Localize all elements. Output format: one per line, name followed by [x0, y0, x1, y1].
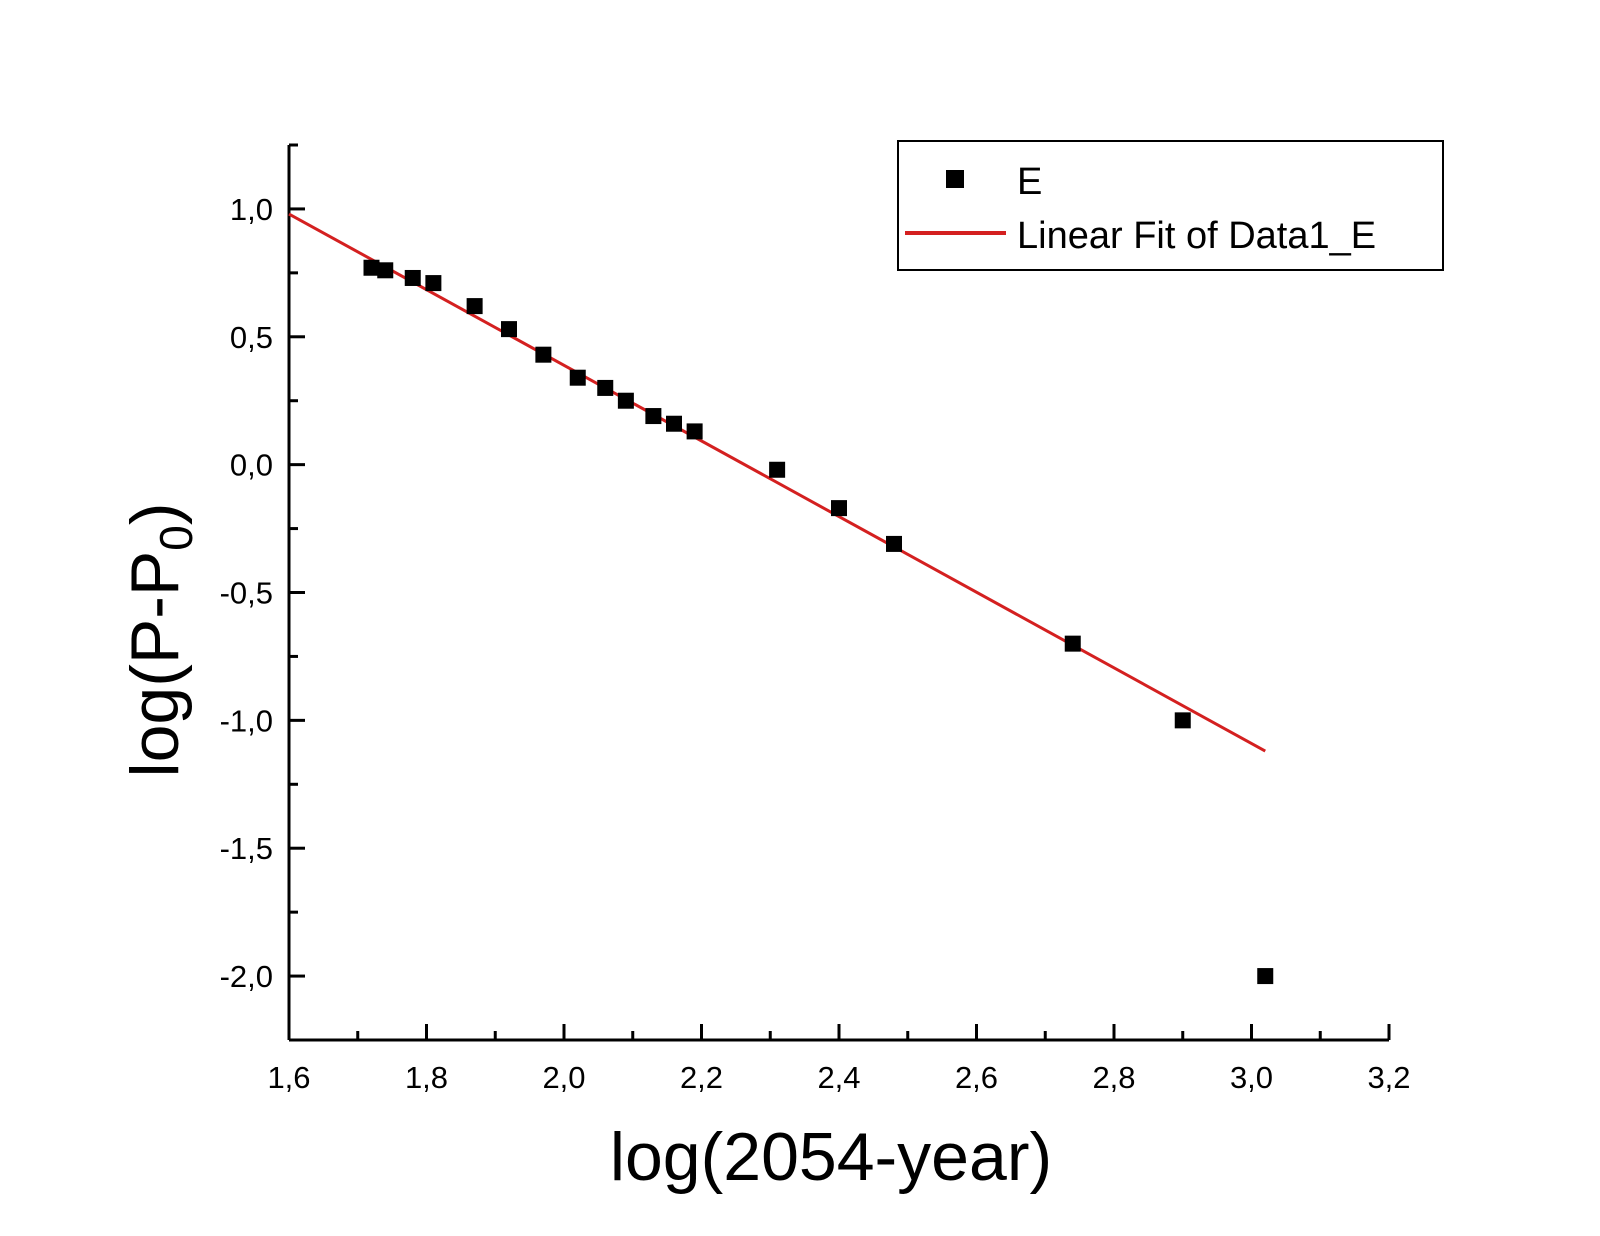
y-axis-title: log(P-P0) [117, 503, 202, 778]
data-point [377, 262, 394, 279]
data-point [1174, 712, 1191, 729]
data-point [466, 298, 483, 315]
y-tick-label: 1,0 [230, 192, 273, 227]
data-point [425, 275, 442, 292]
x-tick-label: 2,8 [1092, 1060, 1135, 1095]
x-axis-title: log(2054-year) [610, 1119, 1052, 1195]
legend-label-e: E [1017, 161, 1042, 203]
x-tick-label: 2,0 [542, 1060, 585, 1095]
data-point [666, 415, 682, 432]
y-tick-label: 0,0 [230, 448, 273, 483]
legend-label-fit: Linear Fit of Data1_E [1017, 215, 1376, 257]
plot-frame [287, 145, 1389, 1042]
y-tick-label: -0,5 [220, 576, 273, 611]
x-tick-label: 3,2 [1367, 1060, 1410, 1095]
x-tick-label: 2,6 [955, 1060, 998, 1095]
y-ticks: 1,0 0,5 0,0 -0,5 -1,0 -1,5 -2,0 [220, 143, 305, 1042]
data-point [363, 259, 380, 276]
data-point [645, 408, 662, 425]
data-point [404, 269, 421, 286]
y-tick-label: 0,5 [230, 320, 273, 355]
data-point [569, 369, 586, 386]
data-point [769, 461, 786, 478]
y-axis-title-main: log(P-P [117, 551, 193, 778]
x-tick-label: 2,2 [680, 1060, 723, 1095]
data-point [886, 535, 902, 552]
data-point [535, 346, 552, 363]
y-axis-title-close: ) [117, 503, 193, 526]
fit-line [288, 212, 1266, 753]
data-point [1257, 968, 1274, 985]
data-point [686, 423, 703, 440]
x-tick-label: 1,6 [267, 1060, 310, 1095]
legend-box [897, 140, 1444, 271]
data-point [597, 379, 614, 396]
data-point [831, 500, 847, 517]
series-layer [288, 212, 1274, 985]
x-tick-label: 2,4 [817, 1060, 860, 1095]
y-axis-title-subscript: 0 [150, 525, 202, 551]
x-ticks: 1,6 1,8 2,0 2,2 2,4 2,6 2,8 3,0 3,2 [267, 1024, 1411, 1095]
x-tick-label: 3,0 [1230, 1060, 1273, 1095]
y-tick-label: -1,5 [220, 831, 273, 866]
legend: E Linear Fit of Data1_E [897, 140, 1444, 271]
y-tick-label: -2,0 [220, 959, 273, 994]
x-tick-label: 1,8 [405, 1060, 448, 1095]
data-point [617, 392, 634, 409]
data-point [1064, 635, 1081, 652]
legend-marker-e [946, 170, 964, 188]
y-tick-label: -1,0 [220, 703, 273, 738]
data-point [501, 321, 517, 338]
